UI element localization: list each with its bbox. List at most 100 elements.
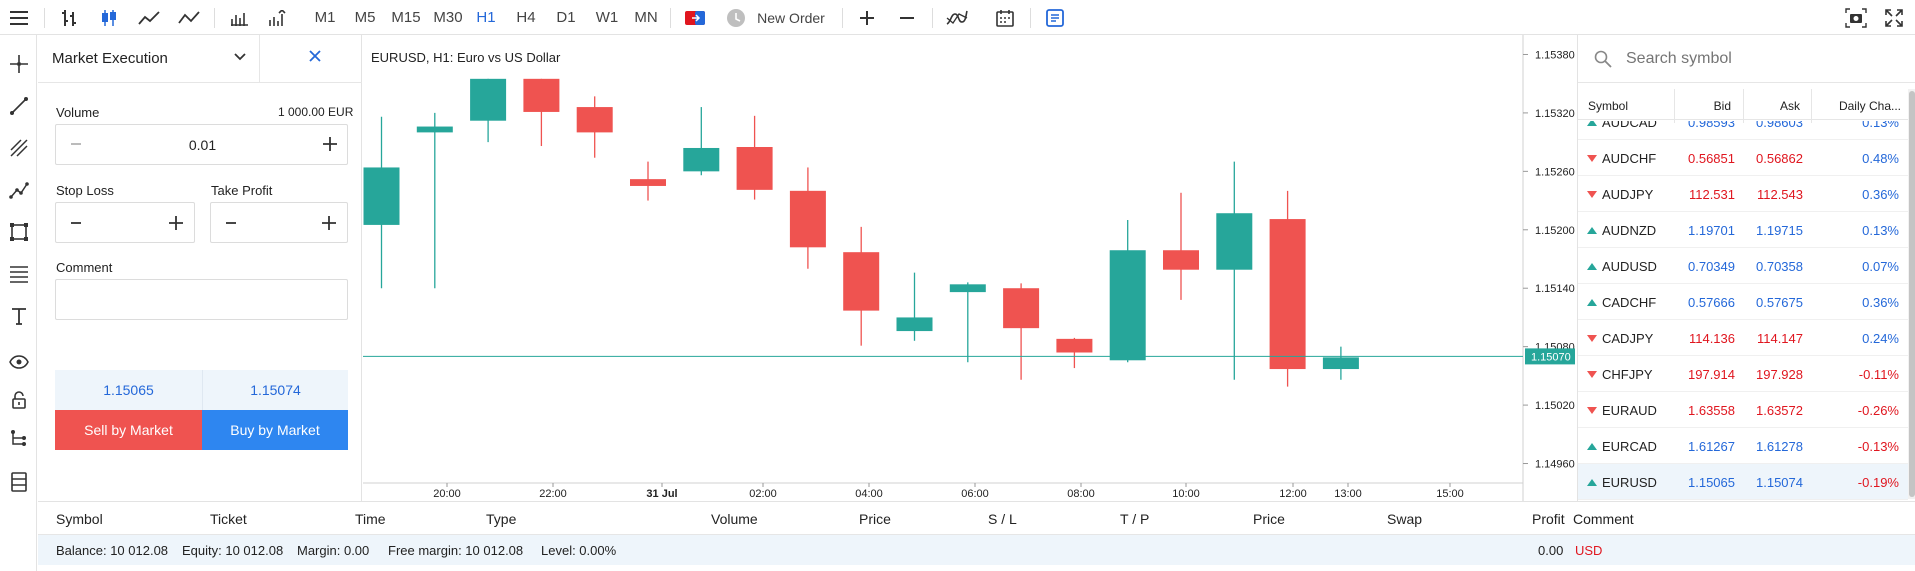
scrollbar-thumb[interactable]: [1909, 91, 1915, 497]
column-symbol[interactable]: Symbol: [1588, 99, 1629, 113]
object-tree-icon[interactable]: [0, 423, 37, 453]
area-chart-type-icon[interactable]: [134, 0, 164, 35]
channel-icon[interactable]: [0, 133, 37, 163]
comment-field[interactable]: [55, 279, 348, 320]
col-swap[interactable]: Swap: [1387, 511, 1423, 527]
timeframe-m15[interactable]: M15: [391, 9, 421, 26]
text-tool-icon[interactable]: [0, 301, 37, 331]
timeframe-m30[interactable]: M30: [433, 9, 463, 26]
symbol-row[interactable]: CHFJPY 197.914 197.928 -0.11%: [1578, 356, 1908, 392]
col-comment[interactable]: Comment: [1573, 511, 1634, 527]
price-chart[interactable]: 1.15380 1.15320 1.15260 1.15200 1.15140 1.150…: [363, 35, 1576, 501]
volume-stepper[interactable]: 0.01: [55, 124, 348, 165]
volume-label: Volume: [56, 105, 100, 120]
zoom-out-icon[interactable]: [892, 0, 922, 35]
indicators-bars-icon[interactable]: [262, 0, 292, 35]
take-profit-stepper[interactable]: [210, 202, 348, 243]
symbol-row[interactable]: AUDCAD 0.98593 0.98603 0.13%: [1578, 121, 1908, 140]
close-icon[interactable]: [308, 49, 322, 66]
timeframe-d1[interactable]: D1: [556, 9, 576, 26]
volumes-icon[interactable]: [224, 0, 254, 35]
current-price-badge: [1525, 348, 1575, 365]
fullscreen-icon[interactable]: [1879, 0, 1909, 35]
time-tick-label: 15:00: [1436, 488, 1464, 500]
timeframe-w1[interactable]: W1: [595, 9, 619, 26]
sell-price: 1.15065: [55, 370, 202, 410]
increase-volume-icon[interactable]: [322, 136, 338, 155]
col-type[interactable]: Type: [486, 511, 517, 527]
drawing-toolbar: [0, 35, 37, 571]
eye-icon[interactable]: [0, 347, 37, 377]
decrease-volume-icon[interactable]: [70, 135, 82, 156]
symbol-row[interactable]: AUDCHF 0.56851 0.56862 0.48%: [1578, 140, 1908, 176]
bullish-candle: [1216, 213, 1253, 270]
col-price[interactable]: Price: [859, 511, 891, 527]
chevron-down-icon[interactable]: [233, 49, 247, 66]
search-icon: [1594, 50, 1612, 71]
symbol-row[interactable]: AUDUSD 0.70349 0.70358 0.07%: [1578, 248, 1908, 284]
bearish-candle: [1163, 250, 1199, 270]
col-ticket[interactable]: Ticket: [210, 511, 247, 527]
time-tick-label: 08:00: [1067, 488, 1095, 500]
lock-icon[interactable]: [0, 385, 37, 415]
stop-loss-increase-icon[interactable]: [168, 215, 184, 234]
execution-type-dropdown[interactable]: Market Execution: [52, 50, 168, 67]
timeframe-m5[interactable]: M5: [354, 9, 376, 26]
symbol-row[interactable]: EURCAD 1.61267 1.61278 -0.13%: [1578, 428, 1908, 464]
calendar-icon[interactable]: [990, 0, 1020, 35]
ask-price: 114.147: [1756, 331, 1803, 346]
sell-by-market-button[interactable]: Sell by Market: [55, 410, 202, 450]
take-profit-increase-icon[interactable]: [321, 215, 337, 234]
crosshair-icon[interactable]: [0, 49, 37, 79]
column-bid[interactable]: Bid: [1713, 99, 1731, 113]
column-ask[interactable]: Ask: [1779, 99, 1800, 113]
bullish-candle: [416, 126, 453, 133]
timeframe-mn[interactable]: MN: [634, 9, 658, 26]
stop-loss-decrease-icon[interactable]: [70, 215, 82, 234]
symbol-row[interactable]: EURAUD 1.63558 1.63572 -0.26%: [1578, 392, 1908, 428]
search-bar[interactable]: [1578, 35, 1915, 83]
new-order-button[interactable]: New Order: [757, 9, 825, 26]
stop-loss-stepper[interactable]: [55, 202, 195, 243]
scrollbar[interactable]: [1908, 89, 1915, 499]
fibonacci-icon[interactable]: [0, 259, 37, 289]
col-stop-loss[interactable]: S / L: [988, 511, 1017, 527]
history-list-icon[interactable]: [0, 467, 37, 497]
screenshot-icon[interactable]: [1841, 0, 1871, 35]
take-profit-decrease-icon[interactable]: [225, 215, 237, 234]
menu-icon[interactable]: [4, 0, 34, 35]
column-daily-change[interactable]: Daily Cha...: [1838, 99, 1901, 113]
symbol-row[interactable]: EURUSD 1.15065 1.15074 -0.19%: [1578, 464, 1908, 500]
candlestick-chart-type-icon[interactable]: [94, 0, 124, 35]
rectangle-shape-icon[interactable]: [0, 217, 37, 247]
order-panel-toggle-icon[interactable]: [1040, 0, 1070, 35]
symbol-row[interactable]: CADCHF 0.57666 0.57675 0.36%: [1578, 284, 1908, 320]
col-symbol[interactable]: Symbol: [56, 511, 103, 527]
order-panel: Market Execution Volume 1 000.00 EUR 0.0…: [38, 35, 362, 501]
buy-by-market-button[interactable]: Buy by Market: [202, 410, 348, 450]
symbol-row[interactable]: AUDJPY 112.531 112.543 0.36%: [1578, 176, 1908, 212]
line-chart-type-icon[interactable]: [174, 0, 204, 35]
bid-price: 0.56851: [1688, 151, 1735, 166]
volume-input[interactable]: 0.01: [188, 137, 217, 153]
symbol-row[interactable]: CADJPY 114.136 114.147 0.24%: [1578, 320, 1908, 356]
trend-line-icon[interactable]: [0, 91, 37, 121]
col-current-price[interactable]: Price: [1253, 511, 1285, 527]
col-time[interactable]: Time: [355, 511, 386, 527]
one-click-trading-icon[interactable]: [680, 0, 710, 35]
timeframe-h1[interactable]: H1: [476, 9, 496, 26]
price-tick-label: 1.15200: [1535, 225, 1575, 237]
indicators-icon[interactable]: [942, 0, 972, 35]
polyline-icon[interactable]: [0, 175, 37, 205]
symbol-row[interactable]: AUDNZD 1.19701 1.19715 0.13%: [1578, 212, 1908, 248]
candlestick-chart[interactable]: 1.15380 1.15320 1.15260 1.15200 1.15140 1.150…: [363, 35, 1576, 501]
col-take-profit[interactable]: T / P: [1120, 511, 1150, 527]
zoom-in-icon[interactable]: [852, 0, 882, 35]
bullish-candle: [1109, 250, 1146, 361]
search-input[interactable]: [1626, 47, 1896, 71]
col-volume[interactable]: Volume: [711, 511, 758, 527]
timeframe-h4[interactable]: H4: [516, 9, 536, 26]
col-profit[interactable]: Profit: [1532, 511, 1565, 527]
timeframe-m1[interactable]: M1: [314, 9, 336, 26]
bar-chart-type-icon[interactable]: [54, 0, 84, 35]
